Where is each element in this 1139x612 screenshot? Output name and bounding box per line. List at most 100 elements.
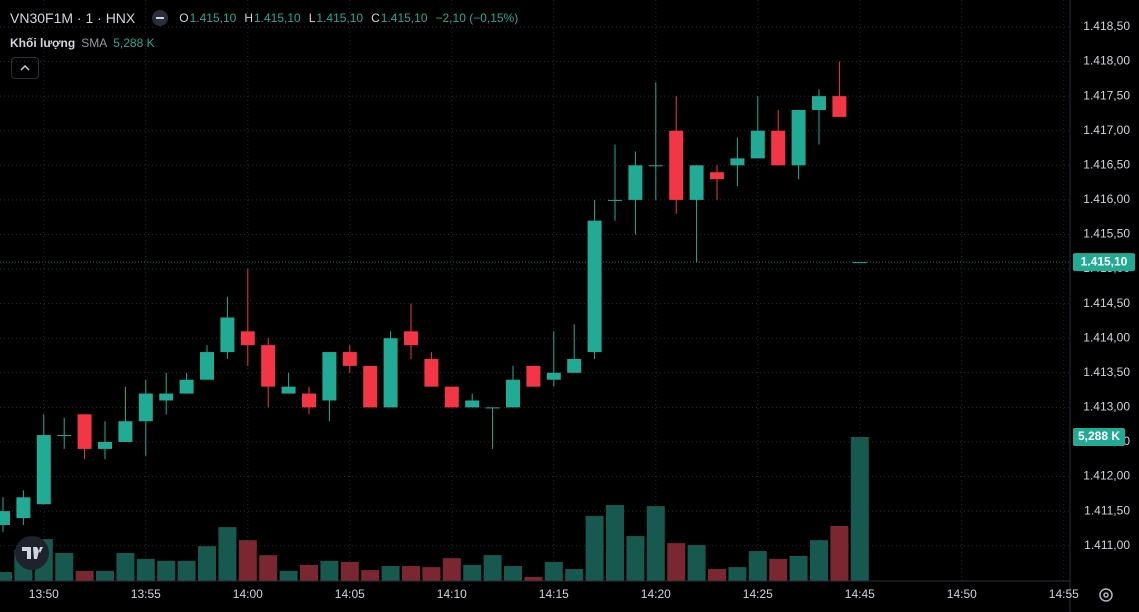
- candle-body: [730, 158, 745, 166]
- ohlc-key: L: [308, 11, 316, 25]
- y-tick-label: 1.416,50: [1083, 157, 1130, 171]
- candle-body: [322, 352, 337, 401]
- volume-bar: [259, 555, 278, 581]
- candle-body: [771, 130, 786, 166]
- volume-bar: [381, 566, 400, 581]
- volume-bar: [646, 506, 665, 581]
- candle-body: [526, 365, 541, 387]
- candle-body: [363, 365, 378, 408]
- y-tick-label: 1.414,00: [1083, 330, 1130, 344]
- volume-tag: [1073, 428, 1125, 447]
- volume-bar: [300, 564, 318, 581]
- candle-body: [138, 393, 153, 422]
- axes: 1.411,001.411,501.412,001.412,501.413,00…: [29, 19, 1135, 601]
- candle-body: [220, 317, 235, 353]
- volume-pane: [0, 437, 869, 581]
- volume-bar: [483, 555, 502, 581]
- ohlc-key: C: [371, 11, 380, 25]
- volume-bar: [55, 552, 74, 581]
- price-tag-label: 1.415,10: [1081, 254, 1128, 268]
- candle-body: [832, 96, 847, 117]
- y-tick-label: 1.415,50: [1083, 227, 1130, 241]
- volume-bar: [96, 570, 114, 581]
- candle-body: [57, 435, 72, 437]
- volume-bar: [585, 515, 604, 581]
- volume-bar: [748, 551, 767, 581]
- candle-body: [342, 352, 357, 366]
- symbol-title: VN30F1M · 1 · HNX: [10, 10, 136, 26]
- y-tick-label: 1.416,00: [1083, 192, 1130, 206]
- x-tick-label: 14:50: [947, 587, 977, 601]
- candle-body: [608, 199, 622, 201]
- price-pane: [0, 61, 1070, 532]
- ohlc-legend: O 1.415,10 H 1.415,10 L 1.415,10 C 1.415,10: [171, 11, 427, 25]
- x-tick-label: 13:50: [29, 587, 59, 601]
- candle-body: [383, 338, 398, 408]
- candle-body: [0, 511, 10, 525]
- volume-bar: [0, 572, 12, 581]
- volume-bar: [463, 564, 482, 581]
- ohlc-value: 1.415,10: [380, 11, 428, 25]
- volume-value: 5,288 K: [113, 36, 155, 50]
- x-tick-label: 14:55: [1049, 587, 1079, 601]
- candle-body: [240, 331, 255, 346]
- y-tick-label: 1.414,50: [1083, 296, 1130, 310]
- y-tick-label: 1.413,00: [1083, 400, 1130, 414]
- volume-bar: [565, 569, 584, 581]
- volume-name: Khối lượng: [10, 36, 76, 50]
- ohlc-value: 1.415,10: [316, 11, 364, 25]
- candle-body: [465, 400, 480, 408]
- x-tick-label: 14:00: [233, 587, 263, 601]
- y-tick-label: 1.418,50: [1083, 19, 1130, 33]
- volume-bar: [524, 576, 543, 581]
- volume-bar: [75, 570, 94, 581]
- y-tick-label: 1.411,50: [1084, 503, 1130, 517]
- candle-body: [77, 414, 92, 449]
- indicator-name: SMA: [81, 36, 108, 50]
- candle-body: [159, 393, 174, 401]
- y-tick-label: 1.413,50: [1083, 365, 1130, 379]
- candle-body: [812, 96, 826, 110]
- hide-button[interactable]: [151, 9, 169, 27]
- volume-bar: [687, 545, 706, 581]
- change: −2,10 (−0,15%): [435, 11, 519, 25]
- collapse-button[interactable]: [11, 57, 39, 79]
- candle-body: [200, 352, 214, 380]
- candle-body: [689, 165, 704, 200]
- candle-body: [424, 358, 439, 387]
- ohlc-key: H: [244, 11, 253, 25]
- symbol-legend: VN30F1M · 1 · HNX O 1.415,10 H 1.415,10 L 1.4…: [10, 9, 518, 27]
- volume-bar: [279, 570, 298, 581]
- candle-body: [750, 130, 765, 159]
- x-tick-label: 14:20: [641, 587, 671, 601]
- candle-body: [546, 372, 561, 380]
- volume-bar: [708, 569, 726, 581]
- settings-button[interactable]: [1099, 588, 1113, 602]
- candle-body: [36, 435, 51, 505]
- volume-bar: [728, 567, 747, 581]
- volume-bar: [238, 540, 257, 581]
- x-tick-label: 14:05: [335, 587, 365, 601]
- candle-body: [506, 379, 520, 408]
- candle-body: [179, 379, 194, 394]
- volume-bar: [850, 437, 869, 581]
- y-tick-label: 1.412,00: [1083, 469, 1130, 483]
- volume-bar: [626, 536, 645, 581]
- candle-body: [261, 345, 276, 387]
- candle-body: [302, 393, 316, 408]
- volume-tag-label: 5,288 K: [1078, 429, 1120, 443]
- y-tick-label: 1.418,00: [1083, 54, 1130, 68]
- grid: [0, 0, 1070, 581]
- candle-body: [118, 421, 133, 442]
- volume-bar: [422, 567, 441, 581]
- x-tick-label: 13:55: [131, 587, 161, 601]
- tv-logo[interactable]: [15, 536, 49, 570]
- ohlc-key: O: [179, 11, 189, 25]
- volume-bar: [218, 527, 237, 581]
- candle-body: [628, 165, 643, 200]
- volume-legend: Khối lượng SMA 5,288 K: [10, 36, 155, 50]
- collapse-icon: [20, 65, 30, 71]
- candle-body: [648, 165, 663, 167]
